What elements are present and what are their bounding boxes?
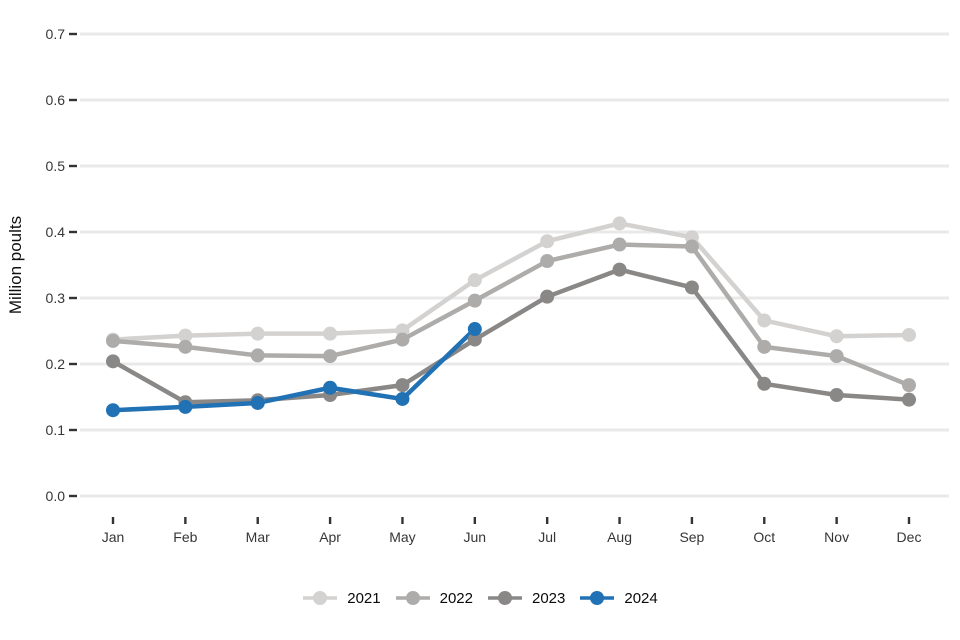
chart-legend: 2021 2022 2023 2024	[0, 584, 960, 612]
data-point-2024-Jan	[106, 403, 120, 418]
data-point-2023-Dec	[902, 392, 916, 407]
legend-key-icon	[395, 591, 430, 605]
data-point-2021-Dec	[902, 327, 916, 342]
data-point-2022-Jul	[540, 254, 555, 269]
data-point-2024-May	[395, 391, 410, 406]
legend-key-icon	[580, 591, 615, 605]
legend-label: 2021	[347, 589, 381, 607]
legend-item-2021: 2021	[302, 589, 381, 607]
legend-key-icon	[488, 591, 522, 605]
y-axis-tick-label: 0.4	[46, 224, 66, 240]
legend-item-2023: 2023	[487, 589, 565, 607]
data-point-2023-May	[395, 378, 410, 393]
data-point-2023-Oct	[757, 376, 772, 391]
data-point-2022-Aug	[612, 237, 627, 252]
data-point-2021-Aug	[612, 216, 627, 231]
data-point-2024-Mar	[250, 395, 265, 410]
series-line-2024	[110, 326, 478, 413]
data-point-2023-Jan	[106, 354, 120, 369]
data-point-2023-Jul	[540, 289, 555, 304]
data-point-2023-Aug	[612, 262, 627, 277]
data-point-2022-Oct	[757, 339, 772, 354]
x-axis-tick-label: Apr	[319, 529, 341, 545]
legend-label: 2023	[532, 589, 566, 607]
data-point-2023-Jun	[467, 332, 482, 347]
y-axis-tick-label: 0.5	[46, 158, 66, 174]
x-axis-tick-label: Feb	[173, 529, 197, 545]
y-axis-tick-label: 0.7	[46, 26, 66, 42]
x-axis-tick-label: Mar	[246, 529, 270, 545]
data-point-2022-Jun	[467, 293, 482, 308]
y-axis-tick-label: 0.0	[46, 488, 66, 504]
data-point-2022-Nov	[829, 349, 844, 364]
series-line-2021	[110, 221, 912, 342]
data-point-2021-Jul	[540, 234, 555, 249]
data-point-2022-Jan	[106, 333, 120, 348]
data-point-2021-Jun	[467, 273, 482, 288]
y-axis-tick-label: 0.3	[46, 290, 66, 306]
x-axis-tick-label: Jun	[464, 529, 487, 545]
data-point-2023-Nov	[829, 388, 844, 403]
series-line-2022	[110, 242, 912, 388]
series-line-2023	[110, 267, 912, 405]
data-point-2021-Oct	[757, 313, 772, 328]
data-point-2024-Apr	[323, 380, 338, 395]
data-point-2023-Sep	[684, 280, 699, 295]
x-axis-tick-label: Nov	[824, 529, 849, 545]
legend-item-2024: 2024	[579, 589, 658, 607]
data-point-2022-Feb	[178, 339, 193, 354]
legend-key-icon	[303, 591, 338, 605]
data-point-2022-Mar	[250, 348, 265, 363]
x-axis-tick-label: Dec	[897, 529, 922, 545]
data-point-2021-Mar	[250, 326, 265, 341]
y-axis-title: Million poults	[6, 216, 25, 314]
data-point-2024-Feb	[178, 399, 193, 414]
y-axis-tick-label: 0.6	[46, 92, 66, 108]
data-point-2022-Sep	[684, 239, 699, 254]
data-point-2024-Jun	[467, 322, 482, 337]
legend-label: 2022	[439, 589, 473, 607]
y-axis-tick-label: 0.1	[46, 422, 66, 438]
data-point-2021-Feb	[178, 328, 193, 343]
data-point-2021-Nov	[829, 329, 844, 344]
data-point-2022-Apr	[323, 349, 338, 364]
x-axis-tick-label: Jan	[102, 529, 125, 545]
x-axis-tick-label: Aug	[607, 529, 632, 545]
x-axis-tick-label: May	[389, 529, 415, 545]
x-axis-tick-label: Jul	[538, 529, 556, 545]
data-point-2022-Dec	[902, 378, 916, 393]
legend-item-2022: 2022	[395, 589, 473, 607]
x-axis-tick-label: Sep	[679, 529, 704, 545]
legend-label: 2024	[624, 589, 658, 607]
data-point-2022-May	[395, 332, 410, 347]
x-axis-tick-label: Oct	[753, 529, 775, 545]
data-point-2021-Apr	[323, 326, 338, 341]
y-axis-tick-label: 0.2	[46, 356, 66, 372]
